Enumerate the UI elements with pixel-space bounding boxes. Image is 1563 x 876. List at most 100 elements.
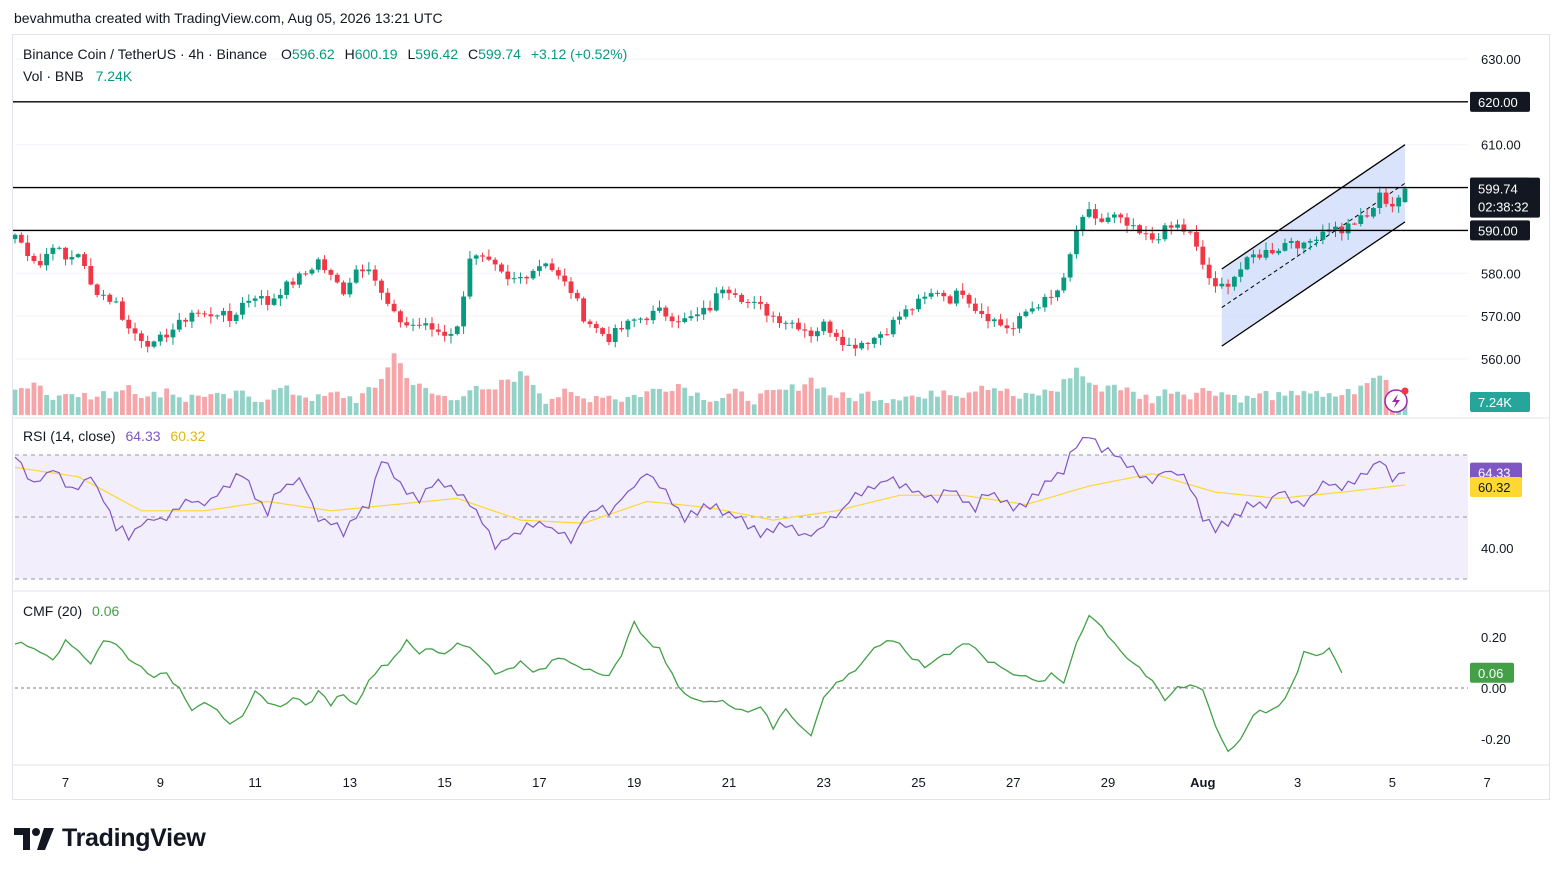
- volume-bar: [1364, 383, 1370, 415]
- candle-body: [157, 334, 163, 342]
- candle-body: [518, 276, 523, 279]
- candle-body: [783, 322, 789, 324]
- volume-bar: [916, 396, 921, 415]
- volume-bar: [505, 379, 511, 415]
- volume-bar: [1257, 393, 1263, 415]
- rsi-line: [14, 436, 1406, 551]
- candle-body: [1352, 223, 1357, 225]
- volume-bar: [745, 400, 751, 415]
- volume-bar: [543, 403, 549, 415]
- candle-body: [164, 334, 170, 338]
- candle-body: [890, 319, 896, 335]
- volume-bars: [12, 353, 1408, 415]
- cmf-pane[interactable]: 0.20 0.00 -0.20 0.06: [14, 614, 1514, 753]
- cmf-axis[interactable]: 0.20 0.00 -0.20: [1481, 630, 1511, 747]
- channel-lower-line[interactable]: [1221, 221, 1406, 347]
- candle-body: [233, 314, 239, 322]
- price-axis[interactable]: 630.00 610.00 580.00 570.00 560.00: [1481, 52, 1521, 367]
- volume-bar: [625, 396, 631, 415]
- candle-body: [764, 303, 770, 316]
- candle-body: [486, 256, 492, 260]
- candle-body: [1396, 197, 1402, 207]
- time-tick-label: 21: [722, 775, 736, 790]
- candle-body: [499, 264, 504, 272]
- rsi-ma-value: 60.32: [170, 428, 205, 444]
- volume-bar: [290, 394, 296, 415]
- candle-body: [1269, 249, 1275, 254]
- volume-bar: [435, 395, 441, 415]
- candle-body: [1377, 192, 1383, 208]
- volume-bar: [663, 391, 669, 415]
- cmf-tags: 0.06: [1470, 662, 1514, 683]
- candle-body: [1200, 246, 1206, 265]
- candle-body: [1036, 307, 1041, 309]
- cmf-tick-label: 0.20: [1481, 630, 1506, 645]
- candle-body: [694, 314, 700, 317]
- alert-icon[interactable]: [1384, 387, 1409, 413]
- candle-body: [574, 292, 580, 299]
- regression-channel-fill[interactable]: [1221, 144, 1405, 347]
- volume-bar: [31, 382, 37, 415]
- volume-bar: [1352, 394, 1357, 415]
- volume-bar: [233, 390, 239, 415]
- candle-body: [435, 329, 441, 332]
- candle-body: [63, 247, 68, 260]
- volume-bar: [941, 390, 947, 415]
- volume-bar: [1130, 391, 1136, 415]
- volume-bar: [928, 390, 934, 415]
- candle-body: [360, 269, 365, 272]
- volume-bar: [473, 385, 479, 415]
- volume-bar: [1320, 396, 1326, 415]
- candle-body: [1074, 230, 1079, 255]
- price-tick-label: 580.00: [1481, 266, 1521, 281]
- candle-body: [429, 323, 435, 330]
- rsi-ma-tag: 60.32: [1470, 477, 1522, 498]
- candle-body: [202, 313, 207, 315]
- volume-bar: [1042, 389, 1048, 415]
- cmf-value-tag-bg: [1470, 662, 1514, 683]
- time-axis[interactable]: 7 9 11 13 15 17 19 21 23 25 27 29 Aug 3 5 7: [13, 764, 1549, 790]
- horizontal-levels[interactable]: [13, 101, 1468, 232]
- candle-body: [935, 292, 940, 294]
- candle-body: [758, 301, 763, 304]
- price-tick-label: 630.00: [1481, 52, 1521, 67]
- candle-body: [208, 314, 214, 317]
- channel-upper-line[interactable]: [1221, 144, 1406, 270]
- candle-body: [353, 269, 359, 283]
- level-620-tag-bg: [1470, 91, 1530, 112]
- volume-bar: [701, 399, 707, 415]
- brand-logo[interactable]: TradingView: [14, 824, 206, 853]
- volume-bar: [214, 392, 220, 415]
- volume-bar: [1080, 376, 1086, 415]
- volume-bar: [12, 389, 18, 415]
- volume-bar: [372, 387, 378, 415]
- candle-body: [1111, 214, 1117, 218]
- volume-bar: [707, 401, 713, 415]
- volume-bar: [1023, 392, 1029, 415]
- volume-bar: [726, 393, 732, 415]
- candle-body: [126, 319, 132, 329]
- volume-bar: [252, 401, 258, 415]
- candle-body: [379, 280, 384, 293]
- legend-high: 600.19: [355, 46, 398, 62]
- candle-body: [296, 273, 302, 285]
- volume-bar: [353, 402, 359, 415]
- candle-body: [770, 315, 776, 317]
- legend-volume-label: Vol · BNB: [23, 68, 84, 84]
- channel-median-line[interactable]: [1221, 182, 1406, 308]
- volume-bar: [1269, 400, 1275, 415]
- volume-bar: [808, 377, 814, 415]
- candle-body: [1086, 209, 1092, 217]
- volume-bar: [676, 384, 681, 415]
- volume-bar: [328, 392, 334, 415]
- candle-body: [1213, 278, 1218, 287]
- cmf-value-tag: 0.06: [1470, 662, 1514, 683]
- candle-body: [189, 312, 195, 322]
- volume-bar: [783, 389, 789, 415]
- candle-body: [581, 298, 587, 322]
- candle-body: [410, 324, 416, 326]
